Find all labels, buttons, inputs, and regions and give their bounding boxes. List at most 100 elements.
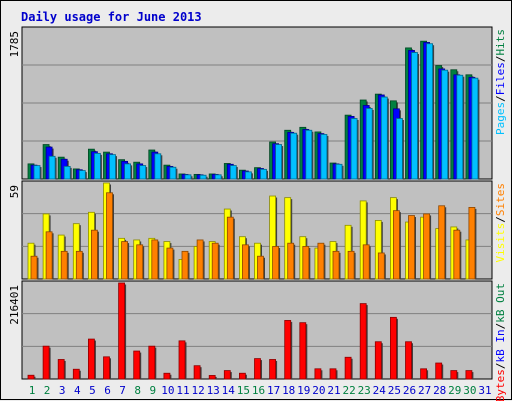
bar-kbytes-day-30 [465, 370, 473, 380]
bar-sites-day-17 [272, 246, 280, 280]
bar-pages-day-7 [124, 163, 131, 180]
day-label-24: 24 [373, 384, 387, 397]
legend-entry: kB In [494, 329, 507, 362]
bar-kbytes-day-24 [374, 341, 382, 380]
bar-kbytes-day-13 [208, 375, 216, 380]
bar-sites-day-7 [121, 241, 128, 280]
day-label-18: 18 [282, 384, 295, 397]
bar-kbytes-day-1 [27, 374, 35, 380]
bar-pages-day-1 [33, 165, 41, 180]
day-label-23: 23 [358, 384, 371, 397]
bar-pages-day-13 [214, 174, 222, 180]
bar-pages-day-16 [260, 168, 267, 180]
legend-entry: / [494, 95, 507, 102]
bar-pages-day-21 [335, 163, 343, 180]
legend-entry: / [494, 216, 507, 223]
bar-kbytes-day-11 [178, 340, 186, 380]
bar-kbytes-day-18 [284, 320, 292, 380]
bar-kbytes-day-15 [238, 372, 246, 380]
bar-sites-day-11 [181, 250, 189, 280]
day-label-4: 4 [74, 384, 81, 397]
legend-entry: / [494, 56, 507, 63]
legend-entry: Hits [494, 29, 507, 56]
bar-kbytes-day-28 [435, 362, 443, 380]
bar-pages-day-5 [94, 152, 101, 180]
bar-sites-day-29 [453, 229, 461, 280]
bar-sites-day-6 [106, 192, 113, 280]
bar-kbytes-day-22 [344, 356, 352, 380]
bar-pages-day-17 [275, 144, 283, 180]
bar-sites-day-2 [45, 231, 53, 280]
bar-sites-day-25 [392, 210, 400, 280]
bar-sites-day-8 [136, 244, 144, 280]
bar-sites-day-15 [241, 244, 249, 280]
bar-kbytes-day-4 [72, 368, 80, 380]
day-label-27: 27 [418, 384, 431, 397]
panel-2-max-label: 59 [8, 185, 21, 198]
bar-sites-day-27 [423, 213, 431, 280]
day-label-28: 28 [433, 384, 446, 397]
day-label-10: 10 [161, 384, 174, 397]
bar-pages-day-18 [290, 132, 298, 180]
day-label-21: 21 [327, 384, 340, 397]
panel-1-max-label: 1785 [8, 31, 21, 58]
panel-3-max-label: 216401 [8, 285, 21, 325]
day-label-30: 30 [463, 384, 476, 397]
day-label-31: 31 [478, 384, 491, 397]
panel-1-legend: Pages/Files/Hits [494, 29, 507, 135]
legend-entry: / [494, 363, 507, 370]
bar-sites-day-18 [287, 242, 295, 280]
legend-entry: Visits [494, 223, 507, 263]
day-label-25: 25 [388, 384, 401, 397]
bar-pages-day-27 [426, 43, 434, 180]
day-label-26: 26 [403, 384, 416, 397]
bar-pages-day-3 [63, 165, 71, 180]
bar-sites-day-16 [257, 255, 264, 280]
bar-pages-day-26 [411, 52, 418, 180]
bar-kbytes-day-5 [88, 338, 95, 380]
day-label-12: 12 [191, 384, 204, 397]
bar-kbytes-day-23 [359, 303, 367, 380]
bar-kbytes-day-19 [299, 322, 307, 380]
day-label-15: 15 [237, 384, 250, 397]
day-label-11: 11 [176, 384, 189, 397]
bar-kbytes-day-12 [193, 365, 201, 380]
bar-sites-day-9 [151, 239, 159, 280]
bar-pages-day-28 [441, 69, 449, 180]
bar-pages-day-10 [169, 166, 177, 180]
bar-kbytes-day-6 [103, 356, 110, 380]
bar-pages-day-29 [456, 74, 464, 180]
bar-sites-day-24 [377, 252, 385, 280]
bar-kbytes-day-2 [42, 345, 50, 380]
bar-pages-day-22 [350, 118, 358, 180]
bar-sites-day-19 [302, 246, 310, 280]
bar-kbytes-day-21 [329, 368, 337, 380]
bar-sites-day-4 [75, 250, 83, 280]
day-label-20: 20 [312, 384, 325, 397]
bar-sites-day-22 [347, 250, 355, 280]
bar-sites-day-10 [166, 247, 174, 280]
bar-kbytes-day-8 [133, 350, 141, 380]
day-label-29: 29 [448, 384, 461, 397]
bar-pages-day-25 [395, 118, 403, 180]
bar-sites-day-28 [438, 205, 446, 280]
bar-sites-day-5 [91, 229, 98, 280]
day-label-1: 1 [29, 384, 36, 397]
legend-entry: Pages [494, 102, 507, 135]
bar-pages-day-2 [48, 155, 56, 180]
bar-pages-day-19 [305, 129, 313, 180]
day-label-9: 9 [149, 384, 156, 397]
chart-title: Daily usage for June 2013 [21, 10, 202, 24]
panel-3-legend: KBytes/kB In/kB Out [494, 283, 507, 401]
bar-sites-day-3 [60, 250, 68, 280]
day-label-13: 13 [207, 384, 220, 397]
bar-pages-day-15 [244, 171, 252, 180]
bar-pages-day-23 [365, 108, 373, 180]
bar-pages-day-30 [471, 77, 479, 180]
day-label-14: 14 [222, 384, 236, 397]
bar-kbytes-day-7 [118, 282, 125, 380]
bar-kbytes-day-20 [314, 368, 322, 380]
bar-pages-day-12 [199, 174, 207, 180]
bar-sites-day-20 [317, 242, 325, 280]
